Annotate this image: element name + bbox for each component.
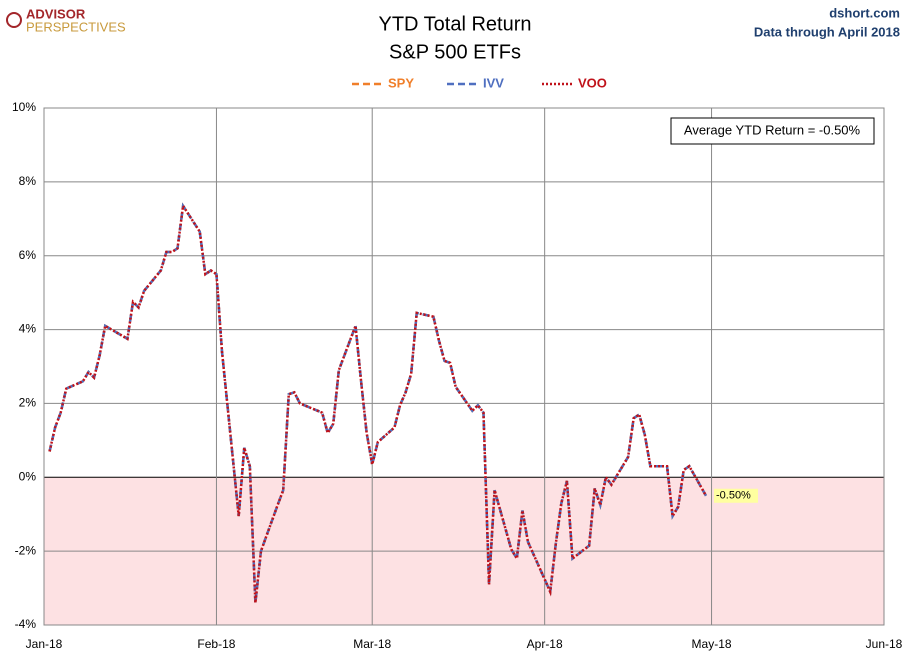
y-tick-label: -2% — [15, 543, 37, 557]
x-tick-label: Jun-18 — [866, 637, 903, 651]
end-label-bg — [713, 488, 758, 503]
x-tick-label: Mar-18 — [353, 637, 391, 651]
y-tick-label: 4% — [19, 322, 37, 336]
note: Data through April 2018 — [754, 24, 900, 39]
legend-label: VOO — [578, 75, 607, 90]
chart-title: YTD Total Return — [378, 13, 531, 35]
legend-label: SPY — [388, 75, 414, 90]
series-line — [48, 202, 708, 603]
series-line — [48, 202, 708, 603]
y-tick-label: 10% — [12, 100, 36, 114]
y-tick-label: -4% — [15, 617, 37, 631]
brand-line-1: ADVISOR — [26, 6, 86, 21]
plot-border — [43, 107, 885, 626]
annotation-box — [670, 117, 875, 145]
y-tick-label: 0% — [19, 469, 37, 483]
legend-label: IVV — [483, 75, 504, 90]
y-tick-label: 6% — [19, 248, 37, 262]
end-label: -0.50% — [716, 490, 751, 502]
y-tick-label: 2% — [19, 396, 37, 410]
x-tick-label: May-18 — [692, 637, 732, 651]
x-tick-label: Feb-18 — [197, 637, 235, 651]
chart-subtitle: S&P 500 ETFs — [389, 41, 521, 63]
annotation: Average YTD Return = -0.50% — [684, 122, 861, 137]
logo-icon — [6, 12, 22, 28]
y-tick-label: 8% — [19, 174, 37, 188]
brand-line-2: PERSPECTIVES — [26, 19, 126, 34]
x-tick-label: Jan-18 — [26, 637, 63, 651]
x-tick-label: Apr-18 — [527, 637, 563, 651]
source: dshort.com — [829, 5, 900, 20]
